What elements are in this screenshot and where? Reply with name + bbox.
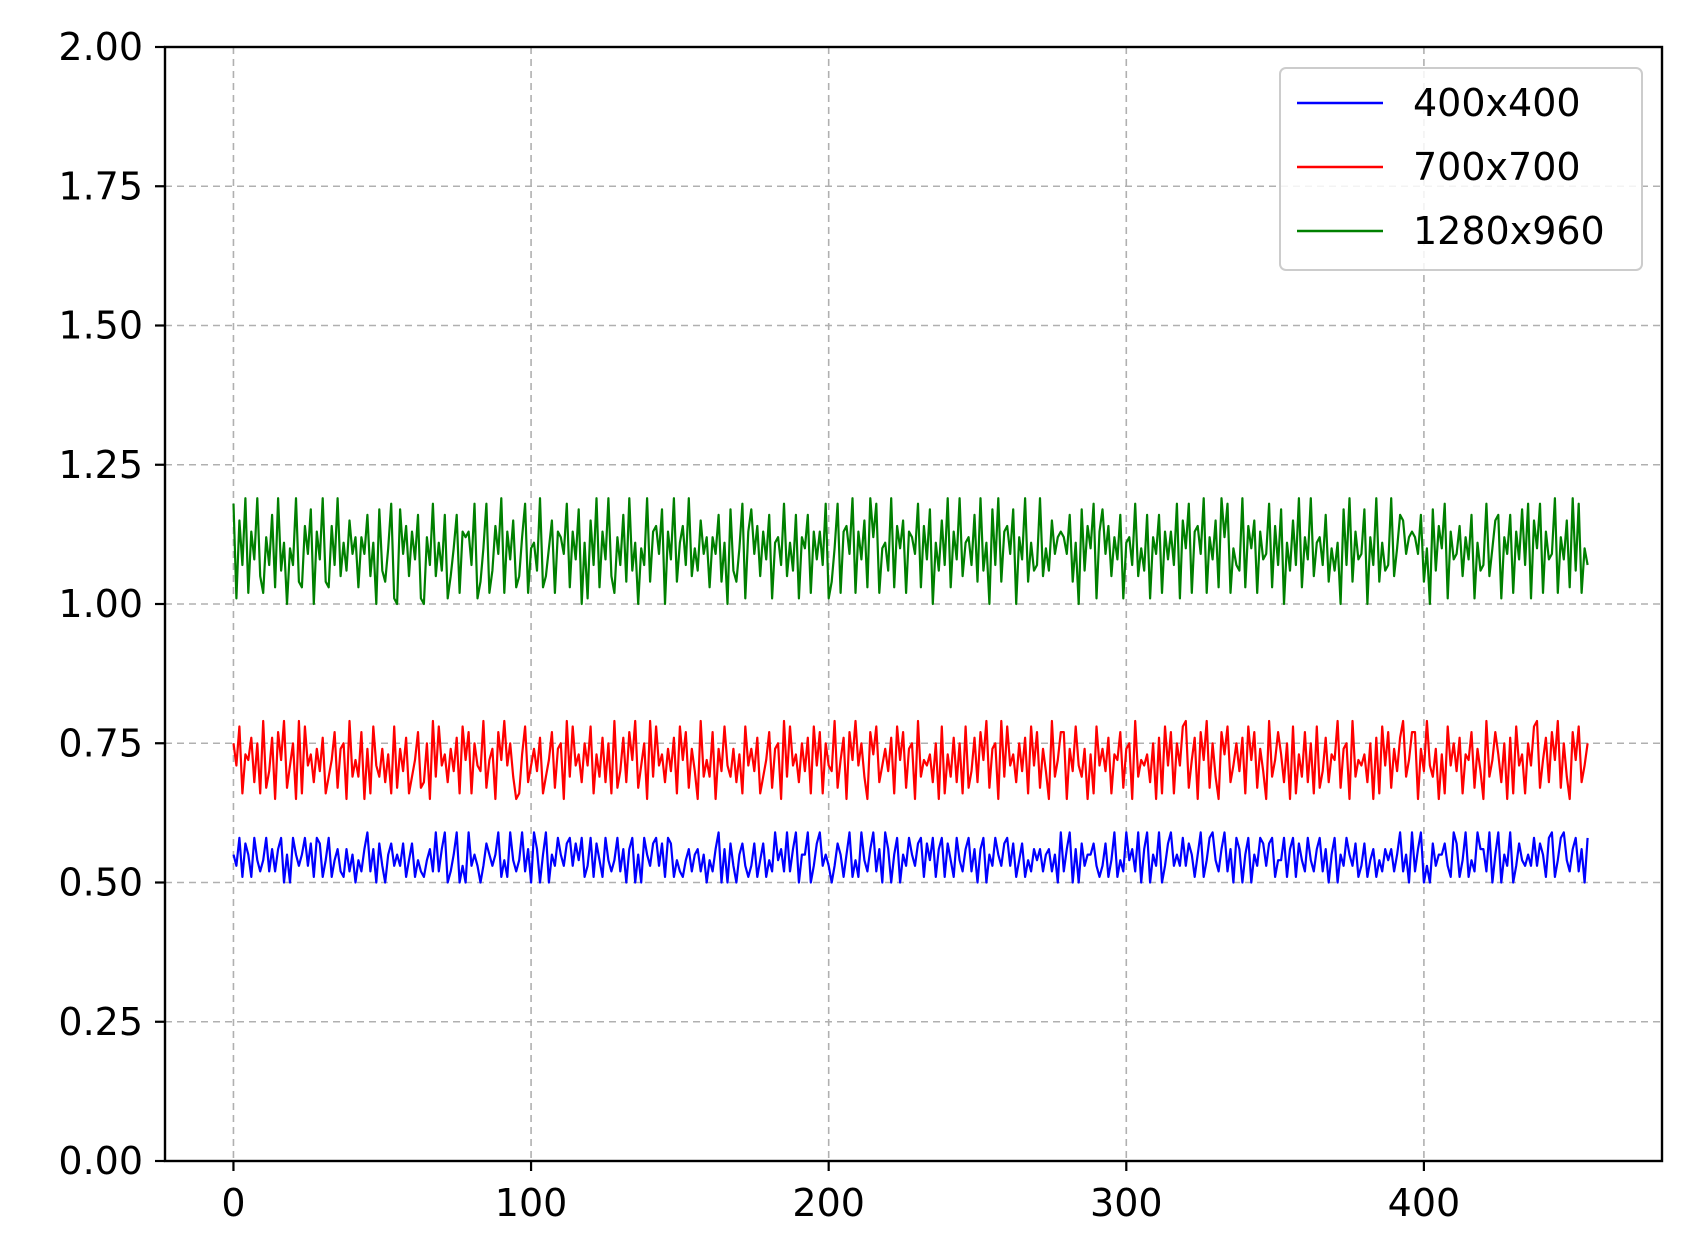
legend-label: 400x400 xyxy=(1413,81,1581,125)
legend-label: 700x700 xyxy=(1413,145,1581,189)
y-tick-label: 0.00 xyxy=(58,1139,143,1183)
y-tick-label: 1.00 xyxy=(58,582,143,626)
series-line-1280x960 xyxy=(232,497,1589,606)
x-tick-label: 200 xyxy=(792,1181,865,1225)
x-tick-label: 400 xyxy=(1388,1181,1461,1225)
legend-label: 1280x960 xyxy=(1413,209,1605,253)
y-tick-label: 1.75 xyxy=(58,164,143,208)
y-tick-label: 0.75 xyxy=(58,721,143,765)
x-tick-label: 100 xyxy=(495,1181,568,1225)
series-line-400x400 xyxy=(232,831,1589,884)
y-tick-label: 1.25 xyxy=(58,443,143,487)
y-tick-label: 2.00 xyxy=(58,25,143,69)
x-tick-label: 0 xyxy=(221,1181,245,1225)
x-tick-label: 300 xyxy=(1090,1181,1163,1225)
legend-box xyxy=(1279,67,1643,271)
y-tick-label: 0.25 xyxy=(58,1000,143,1044)
y-tick-label: 0.50 xyxy=(58,861,143,905)
series-lines xyxy=(232,497,1589,884)
legend: 400x400 700x700 1280x960 xyxy=(1279,67,1643,271)
series-line-700x700 xyxy=(232,719,1589,801)
y-tick-label: 1.50 xyxy=(58,304,143,348)
axis-ticks: 0 100 200 300 400 0.00 0.25 0.50 0.75 1.00 1.25 1.5… xyxy=(58,25,1460,1225)
